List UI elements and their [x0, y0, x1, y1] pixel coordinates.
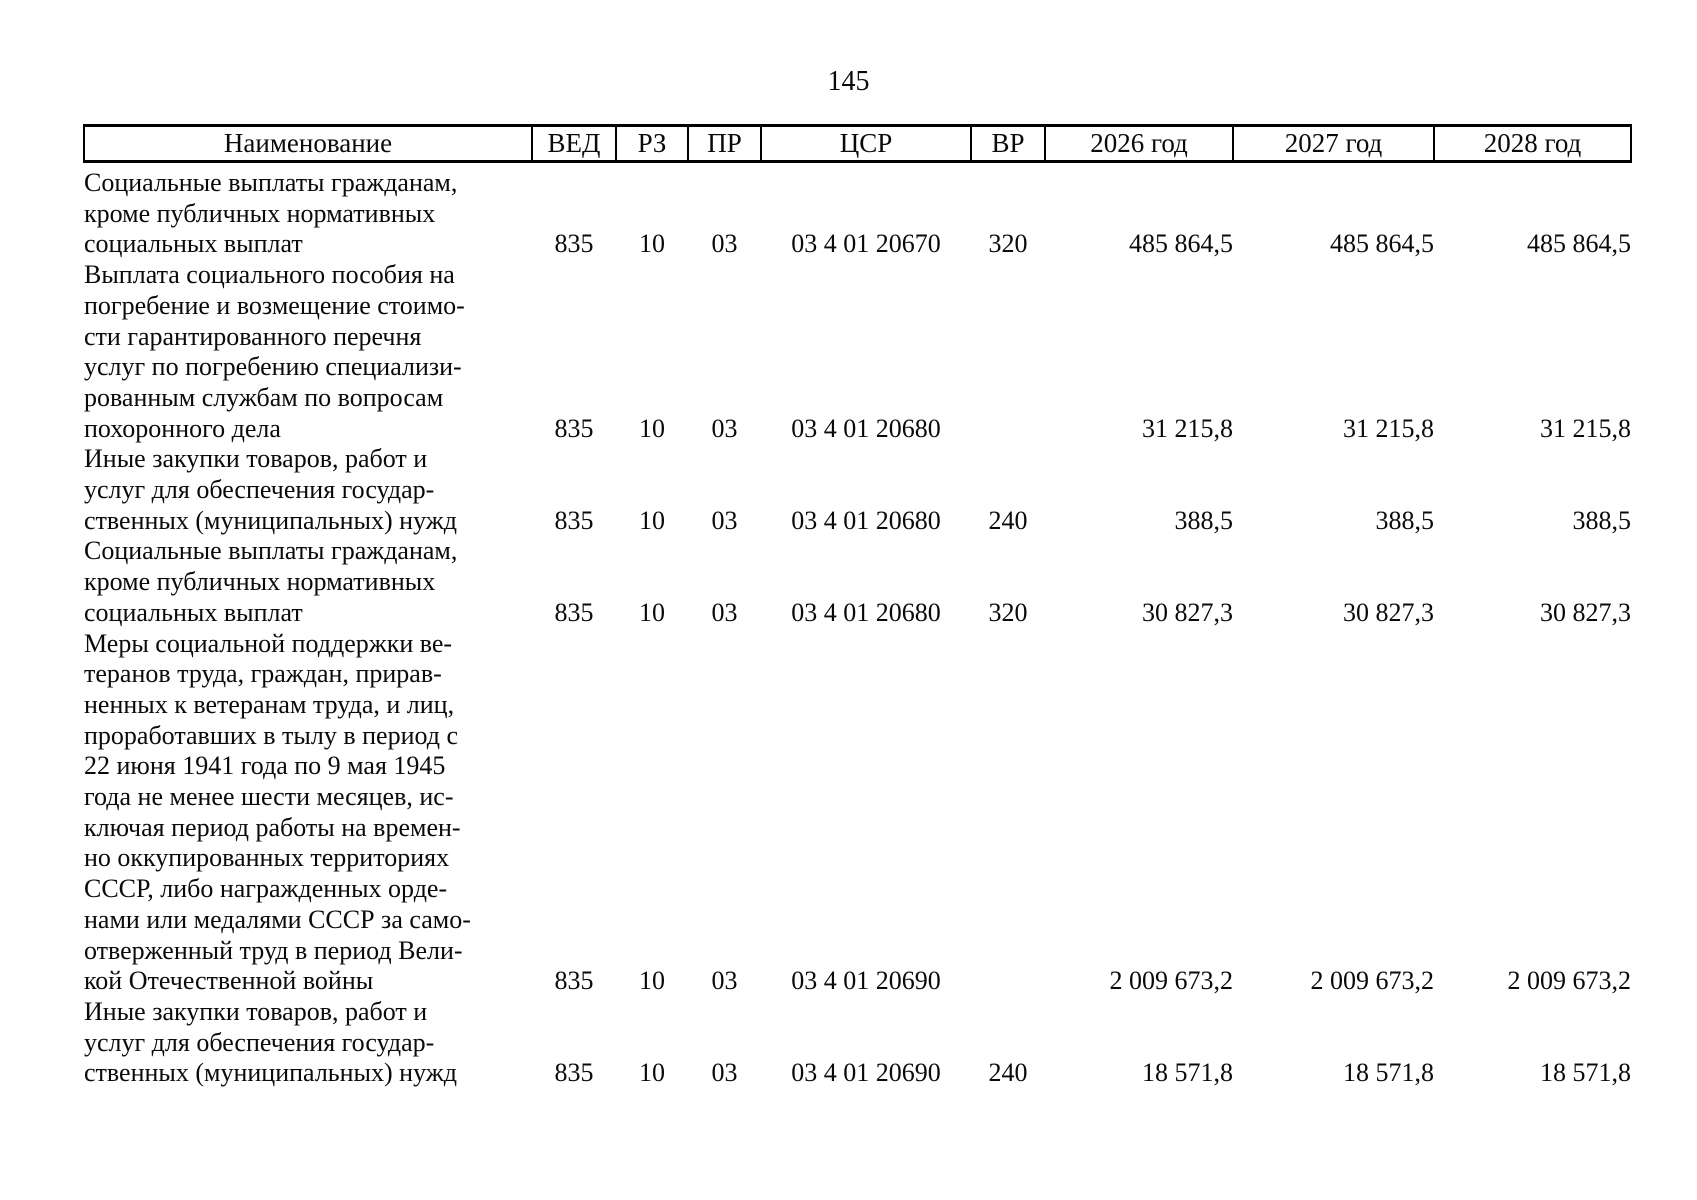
column-header-csr: ЦСР [760, 124, 972, 163]
cell-pr: 03 [711, 597, 738, 627]
cell-csr: 03 4 01 20670 [791, 229, 941, 259]
table-row: Социальные выплаты гражданам, кроме публ… [84, 162, 1631, 261]
cell-2027: 388,5 [1375, 505, 1435, 535]
cell-csr: 03 4 01 20680 [791, 505, 941, 535]
cell-2027: 31 215,8 [1343, 413, 1434, 443]
cell-csr: 03 4 01 20680 [791, 413, 941, 443]
cell-name: Иные закупки товаров, работ и услуг для … [84, 444, 457, 535]
cell-2028: 18 571,8 [1540, 1058, 1631, 1088]
cell-2026: 388,5 [1174, 505, 1234, 535]
cell-2027: 485 864,5 [1330, 229, 1434, 259]
cell-name: Социальные выплаты гражданам, кроме публ… [84, 536, 458, 627]
cell-pr: 03 [711, 505, 738, 535]
table-row: Выплата социального пособия на погребени… [84, 260, 1631, 444]
cell-pr: 03 [711, 229, 738, 259]
cell-name: Иные закупки товаров, работ и услуг для … [84, 996, 457, 1088]
page-number: 145 [827, 66, 870, 97]
cell-pr: 03 [711, 966, 738, 996]
cell-ved: 835 [554, 413, 594, 443]
cell-vr [971, 260, 1045, 444]
cell-2026: 485 864,5 [1129, 229, 1233, 259]
cell-pr: 03 [711, 1058, 738, 1088]
cell-2028: 30 827,3 [1540, 597, 1631, 627]
budget-table: Наименование ВЕД РЗ ПР ЦСР ВР 2026 год 2… [83, 124, 1632, 1089]
cell-rz: 10 [639, 597, 665, 627]
cell-rz: 10 [639, 966, 665, 996]
cell-vr: 240 [988, 1058, 1028, 1088]
cell-rz: 10 [639, 505, 665, 535]
cell-vr: 320 [988, 229, 1028, 259]
cell-vr [971, 629, 1045, 997]
cell-ved: 835 [554, 966, 594, 996]
column-header-2026: 2026 год [1044, 124, 1234, 163]
table-row: Меры социальной поддержки ве- теранов тр… [84, 629, 1631, 997]
cell-rz: 10 [639, 229, 665, 259]
cell-pr: 03 [711, 413, 738, 443]
cell-2026: 31 215,8 [1142, 413, 1233, 443]
table-row: Иные закупки товаров, работ и услуг для … [84, 997, 1631, 1089]
cell-vr: 320 [988, 597, 1028, 627]
cell-2027: 2 009 673,2 [1310, 966, 1435, 996]
cell-csr: 03 4 01 20690 [791, 1058, 941, 1088]
cell-ved: 835 [554, 505, 594, 535]
cell-rz: 10 [639, 413, 665, 443]
cell-2026: 18 571,8 [1142, 1058, 1233, 1088]
cell-name: Выплата социального пособия на погребени… [84, 260, 465, 443]
table-row: Социальные выплаты гражданам, кроме публ… [84, 536, 1631, 628]
table-header-row: Наименование ВЕД РЗ ПР ЦСР ВР 2026 год 2… [83, 124, 1632, 163]
cell-name: Социальные выплаты гражданам, кроме публ… [84, 168, 458, 259]
cell-ved: 835 [554, 229, 594, 259]
column-header-2028: 2028 год [1433, 124, 1632, 163]
column-header-pr: ПР [687, 124, 762, 163]
cell-csr: 03 4 01 20680 [791, 597, 941, 627]
column-header-vr: ВР [970, 124, 1046, 163]
column-header-2027: 2027 год [1232, 124, 1435, 163]
cell-2028: 31 215,8 [1540, 413, 1631, 443]
cell-ved: 835 [554, 597, 594, 627]
column-header-ved: ВЕД [531, 124, 617, 163]
cell-name: Меры социальной поддержки ве- теранов тр… [84, 628, 471, 996]
cell-ved: 835 [554, 1058, 594, 1088]
cell-2027: 18 571,8 [1343, 1058, 1434, 1088]
cell-rz: 10 [639, 1058, 665, 1088]
cell-2027: 30 827,3 [1343, 597, 1434, 627]
cell-csr: 03 4 01 20690 [791, 966, 941, 996]
column-header-name: Наименование [83, 124, 533, 163]
column-header-rz: РЗ [615, 124, 689, 163]
cell-2028: 485 864,5 [1527, 229, 1631, 259]
cell-2026: 2 009 673,2 [1109, 966, 1234, 996]
table-row: Иные закупки товаров, работ и услуг для … [84, 444, 1631, 536]
cell-vr: 240 [988, 505, 1028, 535]
cell-2028: 2 009 673,2 [1507, 966, 1632, 996]
cell-2026: 30 827,3 [1142, 597, 1233, 627]
cell-2028: 388,5 [1572, 505, 1632, 535]
